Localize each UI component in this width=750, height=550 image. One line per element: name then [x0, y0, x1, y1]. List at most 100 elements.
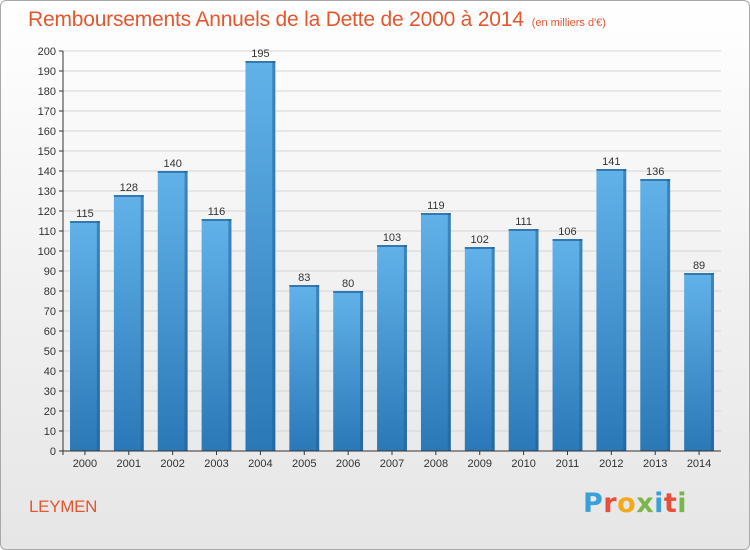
bar-cap: [157, 171, 188, 173]
bar-shade: [272, 61, 276, 451]
logo-letter: x: [636, 488, 655, 519]
bar-cap: [420, 213, 451, 215]
data-label: 83: [298, 272, 310, 284]
bar-shade: [184, 171, 188, 451]
x-tick-label: 2006: [336, 458, 360, 470]
y-tick-label: 100: [38, 246, 56, 258]
x-tick-labels: 2000 2001 2002 2003 2004 2005 2006 2007 2008 2009…: [73, 458, 712, 470]
bar: [552, 239, 583, 451]
bar: [201, 219, 232, 451]
data-label: 140: [163, 158, 181, 170]
bar-cap: [684, 273, 714, 275]
data-label: 115: [76, 208, 94, 220]
logo-letter: t: [663, 488, 678, 519]
bar-shade: [667, 179, 671, 451]
bar-cap: [289, 285, 320, 287]
bar-shade: [403, 245, 407, 451]
bar-cap: [640, 179, 671, 181]
logo-letter: r: [603, 488, 618, 519]
x-tick-label: 2014: [687, 458, 711, 470]
data-label: 136: [646, 166, 664, 178]
bar-cap: [377, 245, 407, 247]
y-tick-label: 110: [38, 226, 56, 238]
chart-title: Remboursements Annuels de la Dette de 20…: [28, 8, 606, 32]
x-tick-label: 2010: [511, 458, 535, 470]
bar-cap: [245, 61, 276, 63]
x-tick-label: 2002: [160, 458, 184, 470]
data-labels: 115 128 140 116 195 83 80 103 119 102 111 106 141 136…: [76, 48, 705, 290]
y-tick-label: 90: [44, 266, 56, 278]
bar: [684, 273, 714, 451]
bar-shade: [360, 291, 364, 451]
y-tick-label: 80: [44, 286, 56, 298]
bar: [508, 229, 539, 451]
y-tick-label: 20: [44, 406, 56, 418]
bar: [377, 245, 407, 451]
bar-cap: [464, 247, 495, 249]
data-label: 128: [120, 182, 138, 194]
bar: [113, 195, 144, 451]
y-tick-label: 10: [44, 426, 56, 438]
bar-cap: [508, 229, 539, 231]
data-label: 106: [558, 226, 576, 238]
logo-letter: i: [677, 488, 688, 519]
y-tick-label: 180: [38, 86, 56, 98]
x-tick-label: 2009: [467, 458, 491, 470]
logo-letter: o: [617, 488, 637, 519]
x-tick-label: 2005: [292, 458, 316, 470]
y-tick-label: 40: [44, 366, 56, 378]
bar-shade: [228, 219, 232, 451]
y-tick-label: 160: [38, 126, 56, 138]
y-tick-label: 50: [44, 346, 56, 358]
y-tick-label: 200: [38, 46, 56, 58]
bar-cap: [113, 195, 144, 197]
x-tick-label: 2008: [424, 458, 448, 470]
y-tick-label: 170: [38, 106, 56, 118]
chart-title-main: Remboursements Annuels de la Dette de 20…: [28, 8, 524, 31]
data-label: 89: [693, 260, 705, 272]
data-label: 116: [208, 206, 226, 218]
x-tick-label: 2004: [248, 458, 272, 470]
bar: [70, 221, 100, 451]
bar: [245, 61, 276, 451]
y-tick-label: 150: [38, 146, 56, 158]
bar-shade: [96, 221, 100, 451]
bar-shade: [316, 285, 320, 451]
commune-name: LEYMEN: [29, 497, 98, 516]
bar-shade: [535, 229, 539, 451]
bar: [289, 285, 320, 451]
bar-cap: [201, 219, 232, 221]
y-tick-label: 70: [44, 306, 56, 318]
y-tick-labels: 0 10 20 30 40 50 60 70 80 90 100 110 120 130 140 150 160…: [38, 46, 56, 458]
x-tick-label: 2001: [117, 458, 141, 470]
y-tick-label: 60: [44, 326, 56, 338]
bar-shade: [140, 195, 144, 451]
x-tick-label: 2007: [380, 458, 404, 470]
proxiti-logo: Proxiti: [583, 488, 687, 519]
x-tick-label: 2011: [556, 458, 580, 470]
chart-title-unit: (en milliers d'€): [531, 17, 606, 29]
y-tick-label: 130: [38, 186, 56, 198]
bar: [420, 213, 451, 451]
bar-shade: [579, 239, 583, 451]
axes: [59, 50, 721, 455]
y-tick-label: 190: [38, 66, 56, 78]
bar-cap: [70, 221, 100, 223]
bar: [157, 171, 188, 451]
bar-cap: [596, 169, 627, 171]
x-tick-label: 2013: [643, 458, 667, 470]
bar: [333, 291, 364, 451]
data-label: 141: [602, 156, 620, 168]
bar-shade: [447, 213, 451, 451]
bar-cap: [552, 239, 583, 241]
bars: [70, 61, 714, 451]
y-tick-label: 120: [38, 206, 56, 218]
bar: [464, 247, 495, 451]
data-label: 119: [427, 200, 445, 212]
bar-cap: [333, 291, 364, 293]
logo-letter: i: [654, 488, 664, 519]
y-tick-label: 0: [50, 446, 56, 458]
data-label: 102: [471, 234, 489, 246]
